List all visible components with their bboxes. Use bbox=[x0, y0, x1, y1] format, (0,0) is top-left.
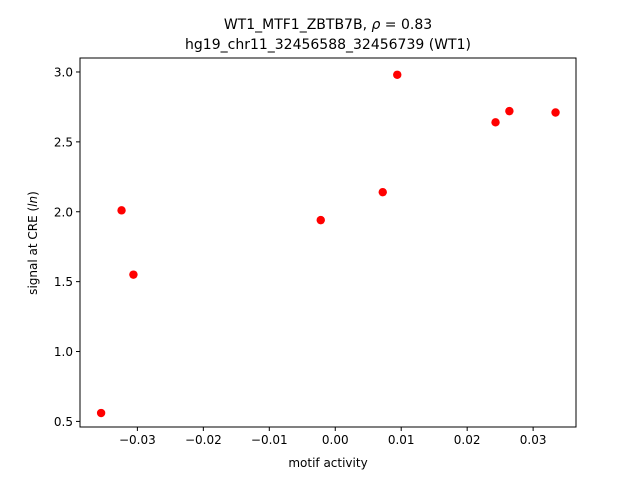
data-point bbox=[505, 106, 514, 116]
x-tick-label: 0.03 bbox=[520, 433, 547, 447]
data-point bbox=[117, 206, 126, 215]
y-tick-label: 2.5 bbox=[54, 135, 73, 149]
x-tick-label: 0.01 bbox=[388, 433, 415, 447]
x-tick-label: 0.02 bbox=[454, 433, 481, 447]
data-point bbox=[551, 108, 560, 117]
x-tick-label: −0.01 bbox=[251, 433, 288, 447]
chart-title-line1: WT1_MTF1_ZBTB7B, ρ = 0.83 bbox=[224, 17, 432, 33]
data-point bbox=[393, 70, 402, 79]
data-point bbox=[316, 215, 325, 225]
plot-area: −0.03 −0.02 −0.01 0.00 0.01 0.02 0.03 0.5 1.0 1.5… bbox=[54, 57, 577, 447]
data-point bbox=[491, 118, 500, 127]
x-tick-label: 0.00 bbox=[322, 433, 349, 447]
x-axis-label: motif activity bbox=[288, 456, 367, 470]
y-axis-label: signal at CRE (ln) bbox=[26, 191, 40, 295]
y-tick-label: 3.0 bbox=[54, 65, 73, 79]
y-tick-label: 1.5 bbox=[54, 275, 73, 289]
x-tick-label: −0.02 bbox=[185, 433, 222, 447]
x-tick-label: −0.03 bbox=[119, 433, 156, 447]
y-tick-label: 0.5 bbox=[54, 415, 73, 429]
chart-title-line2: hg19_chr11_32456588_32456739 (WT1) bbox=[185, 37, 471, 53]
y-tick-label: 2.0 bbox=[54, 205, 73, 219]
data-point bbox=[96, 408, 106, 418]
y-tick-label: 1.0 bbox=[54, 345, 73, 359]
data-point bbox=[129, 270, 138, 279]
axes-frame bbox=[79, 57, 577, 428]
data-point bbox=[378, 187, 387, 197]
